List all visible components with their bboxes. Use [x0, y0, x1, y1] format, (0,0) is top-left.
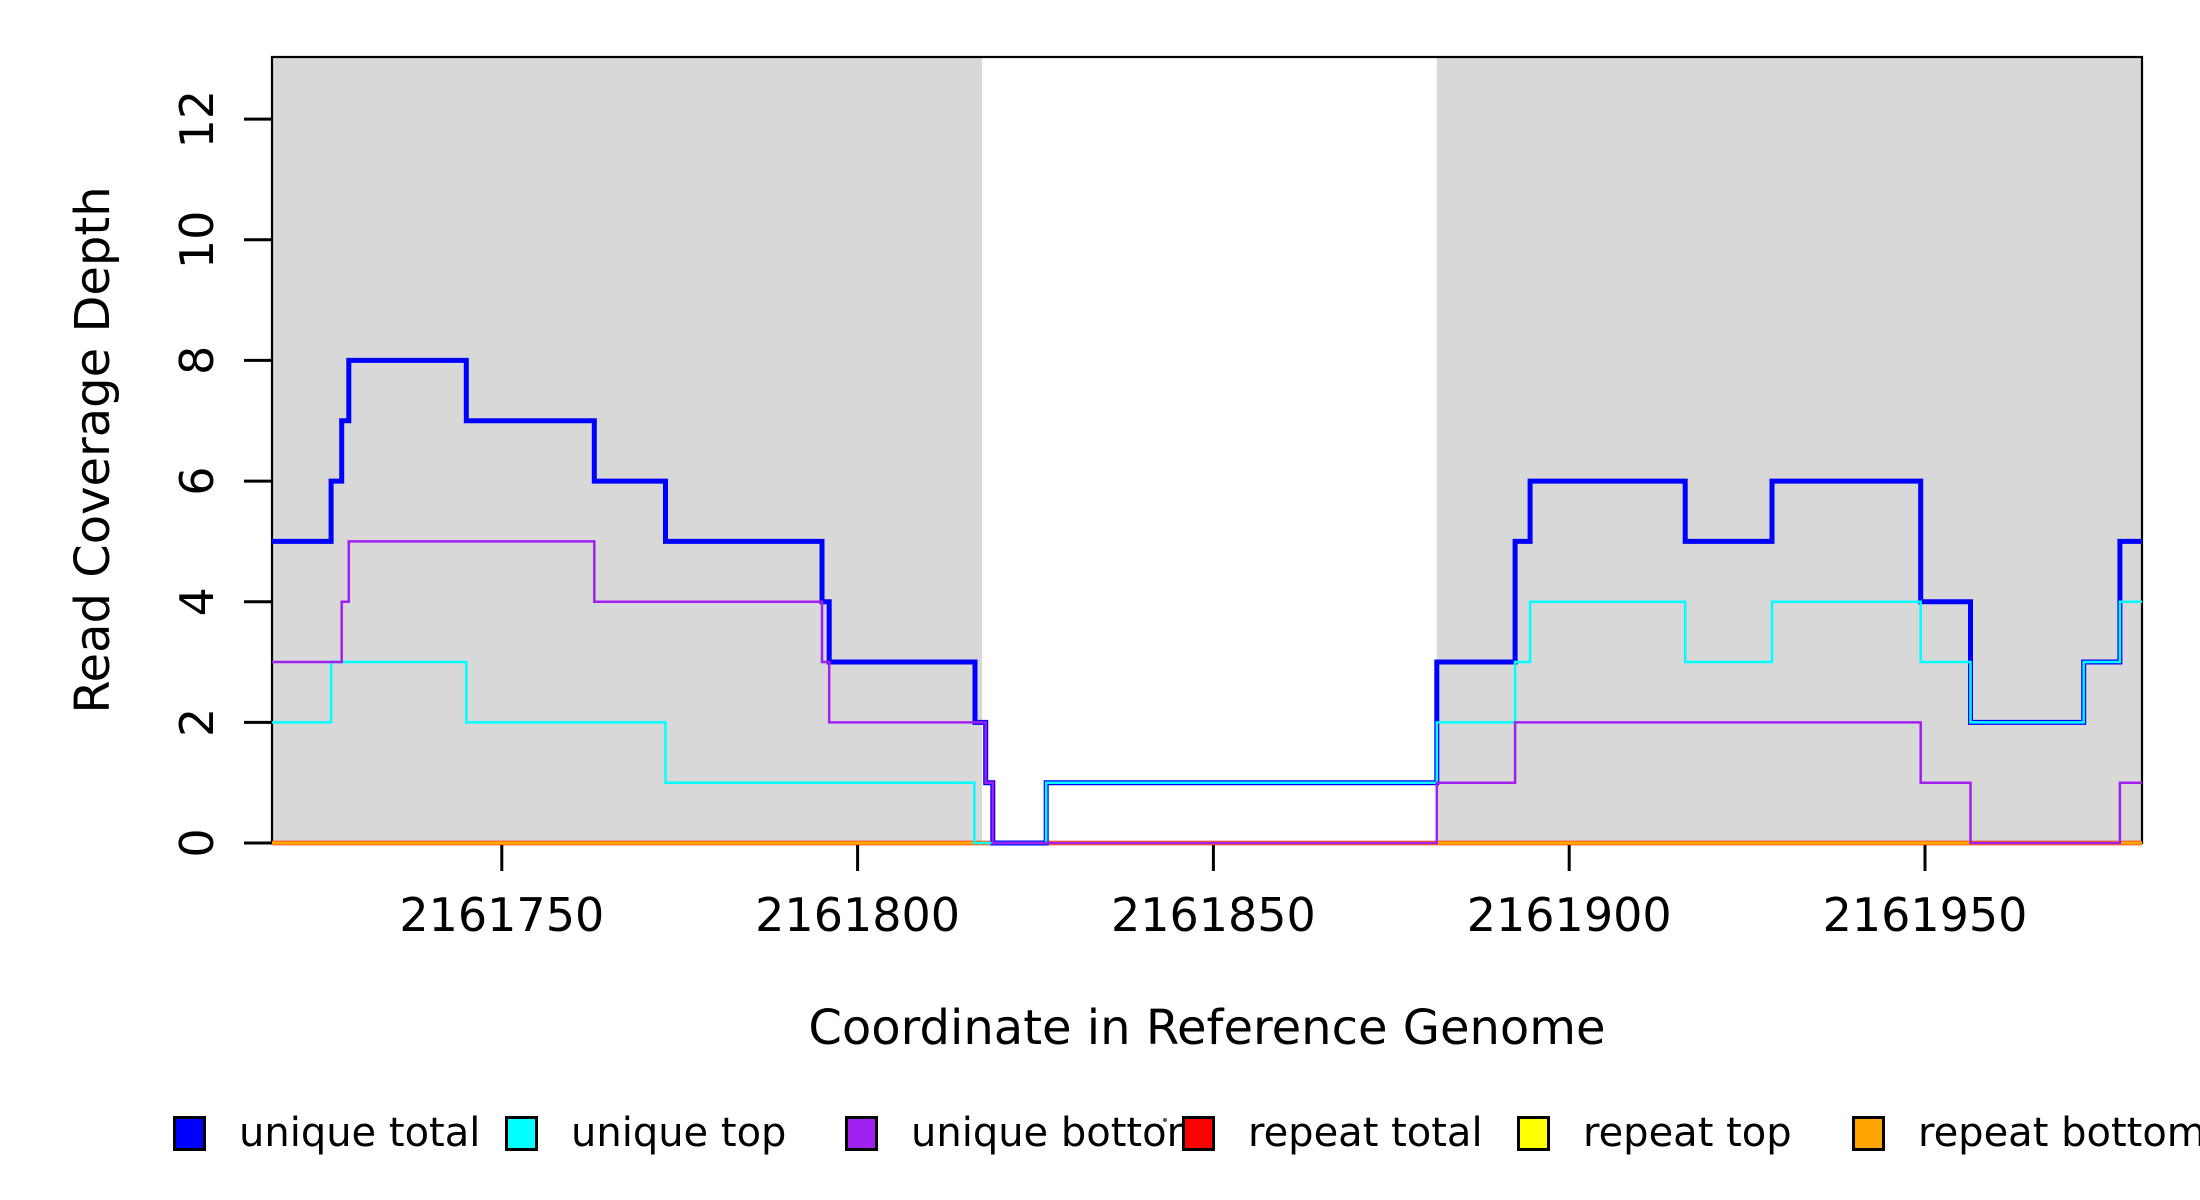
legend-swatch-unique-total: [173, 1115, 206, 1151]
x-tick-label-2161850: 2161850: [1111, 888, 1316, 942]
legend-item-repeat-top: repeat top: [1517, 1110, 1792, 1156]
y-tick-label-6: 6: [170, 466, 224, 495]
y-tick-label-10: 10: [170, 211, 224, 270]
legend-item-unique-bottom: unique bottom: [845, 1110, 1206, 1156]
series-lines-layer: [272, 357, 2142, 846]
series-line-unique-bottom: [272, 540, 2142, 845]
legend-swatch-unique-bottom: [845, 1115, 878, 1151]
y-tick-label-0: 0: [170, 828, 224, 857]
y-axis-title: Read Coverage Depth: [65, 186, 121, 714]
legend-swatch-repeat-top: [1517, 1115, 1550, 1151]
x-tick-label-2161950: 2161950: [1823, 888, 2028, 942]
legend: unique total unique top unique bottom repea…: [0, 1110, 2200, 1156]
legend-swatch-repeat-bottom: [1852, 1115, 1885, 1151]
legend-item-repeat-bottom: repeat bottom: [1852, 1110, 2200, 1156]
series-line-unique-top: [272, 600, 2142, 845]
shaded-region-2: [1436, 57, 2142, 843]
legend-item-unique-total: unique total: [173, 1110, 481, 1156]
legend-swatch-unique-top: [505, 1115, 538, 1151]
y-tick-label-4: 4: [170, 587, 224, 616]
legend-item-unique-top: unique top: [505, 1110, 787, 1156]
y-tick-label-8: 8: [170, 346, 224, 375]
shaded-region-1: [272, 57, 983, 843]
legend-label-unique-total: unique total: [239, 1110, 481, 1156]
legend-label-unique-bottom: unique bottom: [911, 1110, 1206, 1156]
axis-tick-labels-layer: 2161750 2161800 2161850 2161900 2161950 0 2 4 6 8…: [170, 90, 2027, 942]
x-tick-label-2161900: 2161900: [1467, 888, 1672, 942]
legend-label-repeat-top: repeat top: [1583, 1110, 1792, 1156]
y-tick-label-2: 2: [170, 708, 224, 737]
legend-label-repeat-total: repeat total: [1248, 1110, 1483, 1156]
axis-ticks-layer: [244, 117, 1927, 871]
legend-label-unique-top: unique top: [571, 1110, 787, 1156]
x-tick-label-2161800: 2161800: [755, 888, 960, 942]
y-tick-label-12: 12: [170, 90, 224, 149]
legend-label-repeat-bottom: repeat bottom: [1918, 1110, 2200, 1156]
x-tick-label-2161750: 2161750: [399, 888, 604, 942]
legend-swatch-repeat-total: [1182, 1115, 1215, 1151]
stray-dot: [1163, 1118, 1167, 1122]
x-axis-title: Coordinate in Reference Genome: [808, 1000, 1606, 1056]
legend-item-repeat-total: repeat total: [1182, 1110, 1483, 1156]
shaded-regions-layer: [272, 57, 2142, 843]
